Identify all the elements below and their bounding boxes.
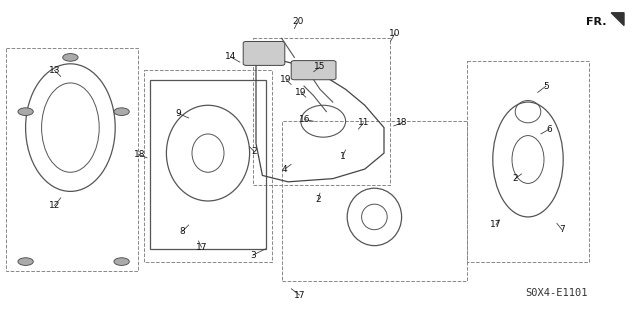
Circle shape [114,258,129,265]
Circle shape [114,108,129,115]
Text: 3: 3 [250,251,255,260]
Text: 17: 17 [490,220,502,229]
Text: 15: 15 [314,63,326,71]
Text: S0X4-E1101: S0X4-E1101 [525,288,588,299]
Text: 12: 12 [49,201,60,210]
Text: 18: 18 [396,118,408,127]
Circle shape [18,108,33,115]
Text: 7: 7 [559,225,564,234]
Polygon shape [611,13,624,26]
Text: 9: 9 [175,109,180,118]
Text: 17: 17 [294,291,305,300]
FancyBboxPatch shape [243,41,285,65]
Text: 4: 4 [282,165,287,174]
Text: 20: 20 [292,17,303,26]
Text: 2: 2 [513,174,518,183]
Text: 17: 17 [196,243,207,252]
Text: 16: 16 [299,115,310,124]
Circle shape [18,258,33,265]
Text: 14: 14 [225,52,236,61]
Text: 18: 18 [134,150,145,159]
Text: 11: 11 [358,118,369,127]
Text: 1: 1 [340,152,345,161]
Text: FR.: FR. [586,17,606,27]
Text: 8: 8 [180,227,185,236]
Text: 10: 10 [389,29,401,38]
Text: 5: 5 [543,82,548,91]
Circle shape [63,54,78,61]
Text: 19: 19 [295,88,307,97]
Text: 2: 2 [316,195,321,204]
FancyBboxPatch shape [291,61,336,80]
Text: 13: 13 [49,66,60,75]
Text: 2: 2 [252,147,257,156]
Text: 6: 6 [547,125,552,134]
Text: 19: 19 [280,75,292,84]
